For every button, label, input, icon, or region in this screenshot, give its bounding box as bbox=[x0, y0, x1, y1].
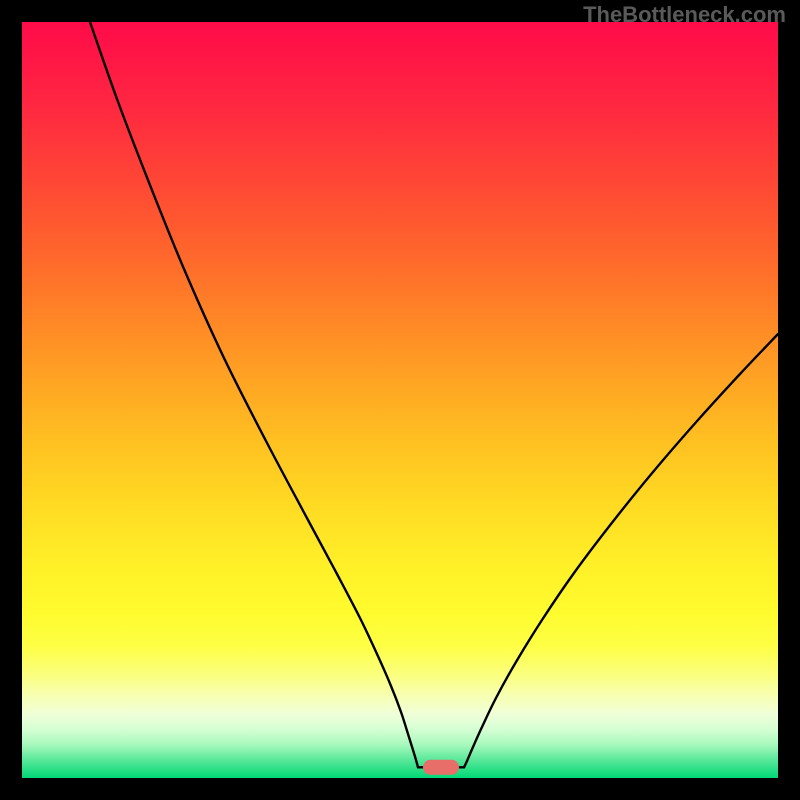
watermark-text: TheBottleneck.com bbox=[583, 2, 786, 28]
bottleneck-marker bbox=[423, 760, 459, 775]
plot-background bbox=[22, 22, 778, 778]
